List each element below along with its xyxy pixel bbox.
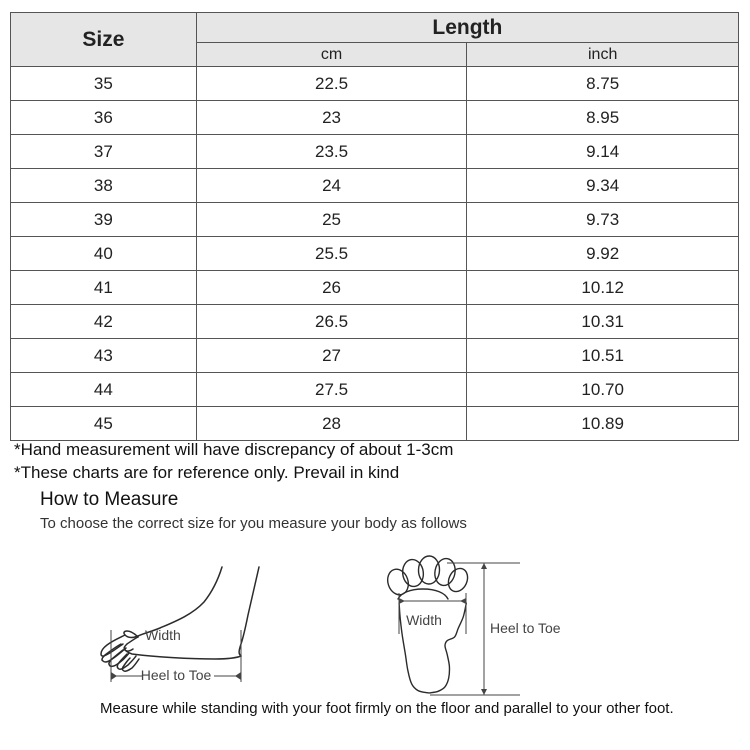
svg-text:Width: Width	[145, 627, 181, 643]
svg-text:Heel to Toe: Heel to Toe	[490, 620, 561, 636]
svg-text:Heel to Toe: Heel to Toe	[141, 667, 212, 683]
svg-text:Width: Width	[406, 612, 442, 628]
